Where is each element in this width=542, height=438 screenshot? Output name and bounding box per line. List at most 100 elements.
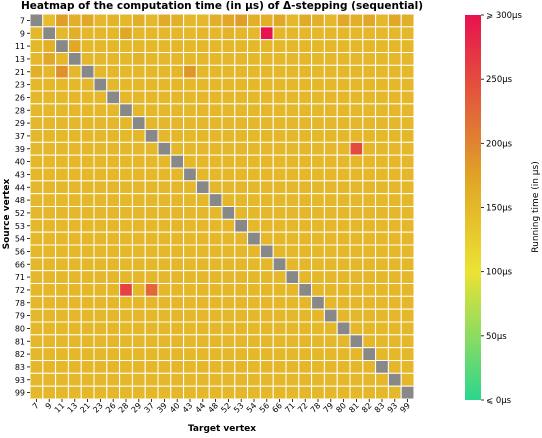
heatmap-cell (221, 257, 236, 272)
heatmap-cell (183, 52, 197, 66)
heatmap-cell (170, 244, 185, 259)
heatmap-cell (183, 64, 197, 79)
heatmap-cell (131, 64, 146, 79)
heatmap-cell (144, 308, 159, 323)
heatmap-cell (311, 103, 325, 118)
heatmap-cell (131, 372, 146, 387)
heatmap-cell (106, 129, 121, 143)
heatmap-cell (234, 308, 249, 323)
colorbar-tick-label: ⩽ 0μs (486, 396, 512, 406)
heatmap-cell (272, 308, 287, 323)
heatmap-cell (400, 360, 415, 374)
heatmap-cell (80, 90, 95, 105)
heatmap-cell (170, 13, 185, 28)
heatmap-cell (298, 206, 313, 220)
heatmap-cell (29, 13, 44, 28)
y-tick-label: 44 (15, 183, 25, 192)
heatmap-cell (80, 347, 95, 362)
x-tick-label: 52 (219, 401, 233, 415)
y-tick-label: 13 (15, 55, 25, 64)
heatmap-cell (247, 244, 261, 259)
heatmap-cell (55, 116, 69, 130)
heatmap-cell (349, 231, 364, 246)
heatmap-cell (323, 141, 338, 156)
heatmap-cell (375, 13, 389, 28)
heatmap-cell (93, 129, 108, 143)
heatmap-cell (285, 154, 300, 169)
heatmap-cell (272, 244, 287, 259)
heatmap-cell (362, 193, 377, 207)
x-tick-labels: 7 9 11 13 21 23 26 28 29 37 39 40 43 44 48 52 53 54 56 66 71… (31, 399, 412, 415)
heatmap-cell (208, 167, 223, 182)
heatmap-cell (42, 52, 57, 66)
heatmap-cell (247, 129, 261, 143)
heatmap-cell (221, 129, 236, 143)
heatmap-cell (119, 372, 133, 387)
heatmap-cell (285, 193, 300, 207)
heatmap-cell (234, 52, 249, 66)
heatmap-cell (131, 77, 146, 92)
heatmap-cell (67, 244, 82, 259)
colorbar-tick-label: ⩾ 300μs (486, 11, 522, 21)
heatmap-cell (336, 90, 351, 105)
heatmap-cell (375, 372, 389, 387)
heatmap-cell (208, 295, 223, 310)
heatmap-cell (247, 154, 261, 169)
heatmap-cell (285, 360, 300, 374)
heatmap-cell (42, 244, 57, 259)
heatmap-cell (221, 308, 236, 323)
heatmap-cell (323, 295, 338, 310)
heatmap-cell (375, 64, 389, 79)
heatmap-cell (144, 13, 159, 28)
x-tick-label: 99 (398, 401, 412, 415)
heatmap-cell (285, 270, 300, 285)
heatmap-cell (375, 218, 389, 233)
heatmap-cell (80, 283, 95, 297)
heatmap-cell (170, 52, 185, 66)
heatmap-cell (247, 308, 261, 323)
heatmap-cell (195, 206, 210, 220)
heatmap-cell (349, 141, 364, 156)
heatmap-cell (387, 103, 402, 118)
heatmap-cell (400, 270, 415, 285)
heatmap-cell (67, 231, 82, 246)
heatmap-cell (29, 334, 44, 349)
heatmap-cell (29, 244, 44, 259)
heatmap-cell (400, 13, 415, 28)
heatmap-cell (119, 154, 133, 169)
heatmap-cell (195, 283, 210, 297)
heatmap-cell (234, 64, 249, 79)
heatmap-cell (259, 52, 274, 66)
heatmap-cell (298, 154, 313, 169)
colorbar-tick-label: 150μs (486, 204, 513, 214)
heatmap-cell (144, 283, 159, 297)
heatmap-cell (285, 64, 300, 79)
heatmap-cell (311, 90, 325, 105)
heatmap-cell (67, 360, 82, 374)
heatmap-cell (157, 347, 172, 362)
heatmap-cell (285, 167, 300, 182)
heatmap-cell (93, 52, 108, 66)
heatmap-cell (247, 52, 261, 66)
heatmap-cell (170, 180, 185, 195)
y-tick-label: 52 (15, 209, 25, 218)
y-tick-label: 78 (15, 299, 25, 308)
heatmap-cell (298, 283, 313, 297)
heatmap-cell (298, 52, 313, 66)
heatmap-cell (106, 270, 121, 285)
heatmap-cell (80, 372, 95, 387)
heatmap-cell (29, 283, 44, 297)
heatmap-cell (55, 129, 69, 143)
y-tick-label: 7 (20, 16, 25, 25)
heatmap-cell (93, 193, 108, 207)
heatmap-cell (259, 218, 274, 233)
heatmap-cell (400, 116, 415, 130)
heatmap-cell (375, 283, 389, 297)
heatmap-cell (362, 334, 377, 349)
heatmap-cell (131, 218, 146, 233)
heatmap-cell (42, 283, 57, 297)
heatmap-cell (400, 321, 415, 336)
heatmap-cell (234, 257, 249, 272)
heatmap-cell (93, 141, 108, 156)
heatmap-cell (29, 231, 44, 246)
